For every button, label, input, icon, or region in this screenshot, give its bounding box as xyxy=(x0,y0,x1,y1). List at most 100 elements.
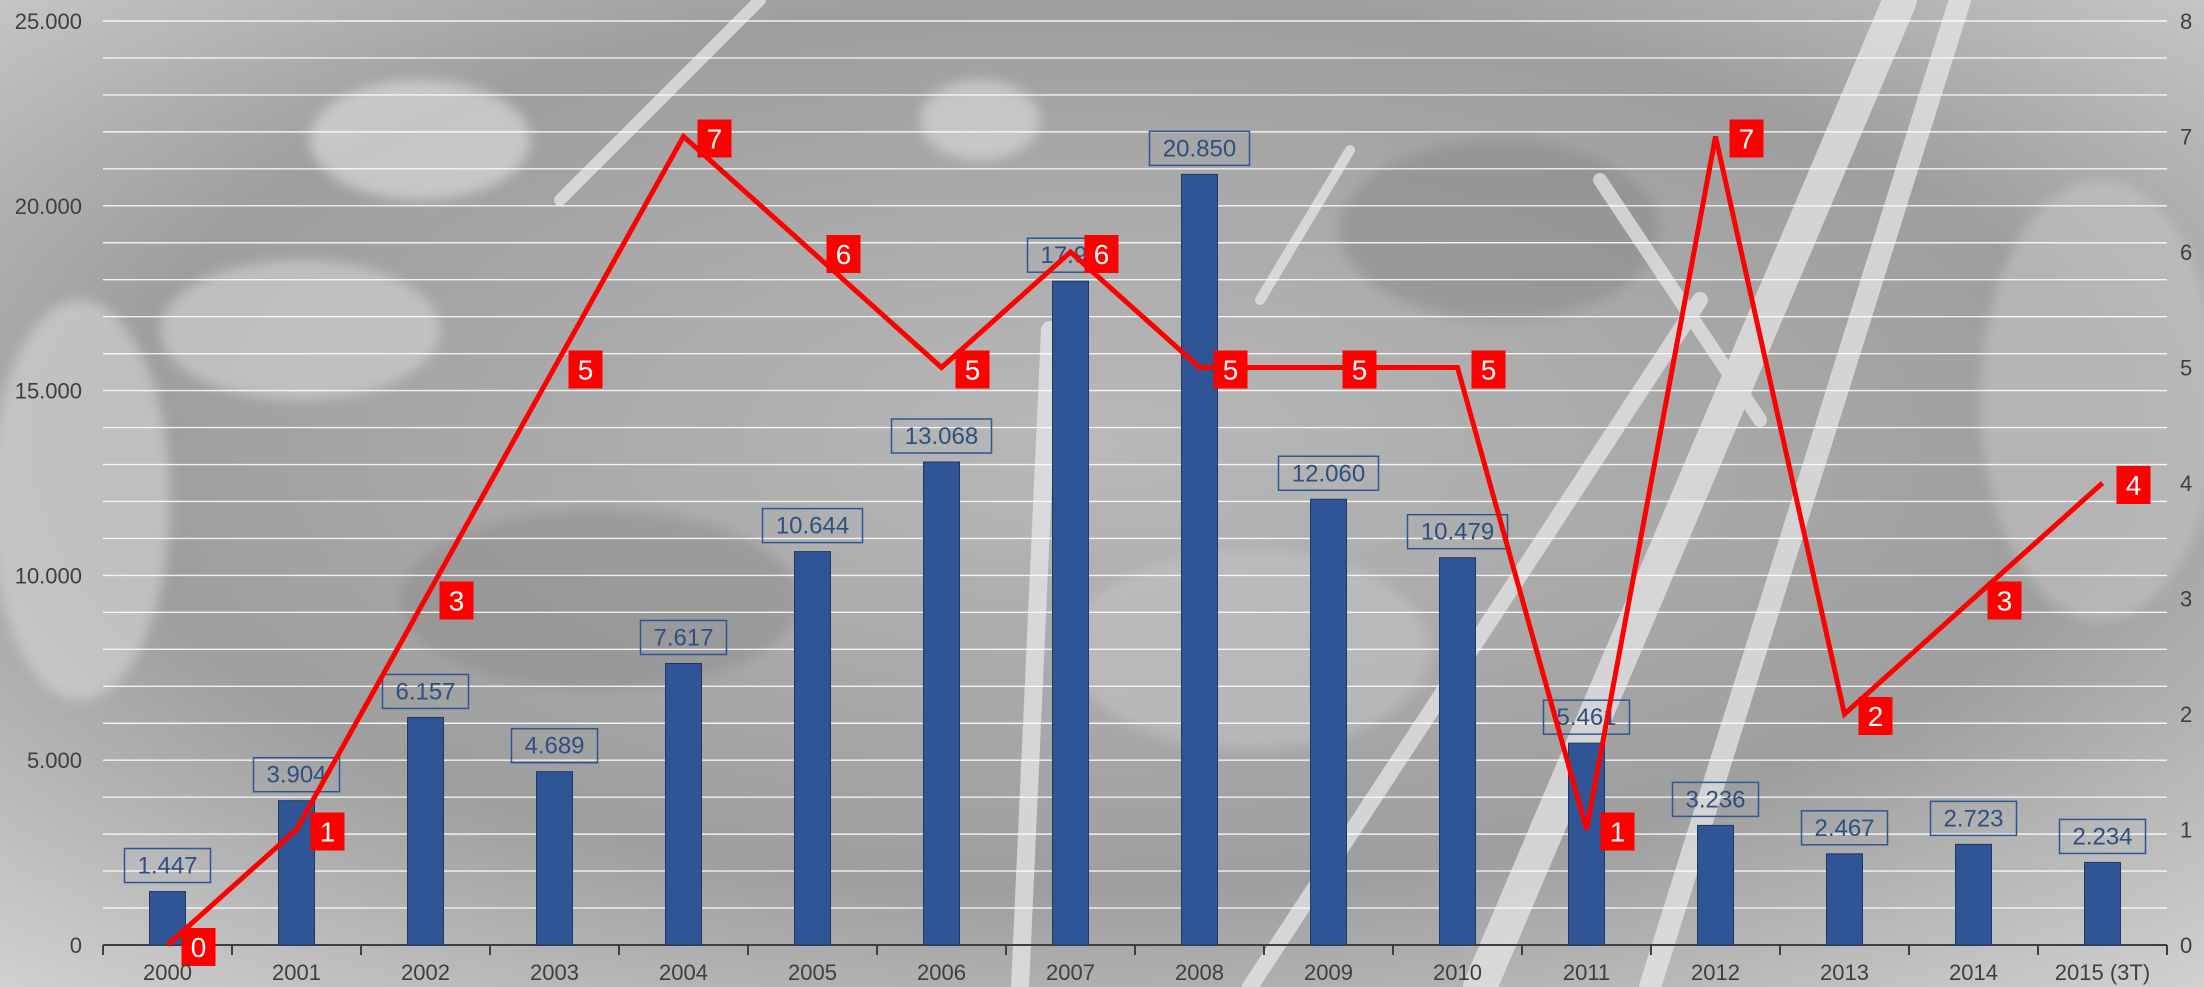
x-tick-label: 2003 xyxy=(530,960,579,985)
bar-label: 6.157 xyxy=(395,678,455,705)
x-tick-label: 2005 xyxy=(788,960,837,985)
bar-label: 1.447 xyxy=(137,853,197,880)
line-label-box xyxy=(1858,697,1893,735)
bar-label: 2.467 xyxy=(1814,815,1874,842)
y-right-tick-label: 0 xyxy=(2180,933,2192,958)
line-label: 6 xyxy=(836,239,852,270)
y-right-tick-label: 4 xyxy=(2180,471,2192,496)
bar-label-box xyxy=(123,847,212,884)
bar-2010 xyxy=(1439,557,1476,946)
bar-label-box xyxy=(252,756,341,793)
axes xyxy=(102,944,2168,955)
line-label-box xyxy=(568,350,603,389)
x-tick-label: 2015 (3T) xyxy=(2055,960,2150,985)
line-label-box xyxy=(2116,466,2151,504)
x-tick-label: 2010 xyxy=(1433,960,1482,985)
bar-label: 2.234 xyxy=(2072,823,2132,850)
bar-2002 xyxy=(407,716,444,946)
y-right-tick-label: 5 xyxy=(2180,356,2192,381)
line-label-box xyxy=(1600,812,1635,851)
y-right-tick-label: 1 xyxy=(2180,818,2192,843)
line-label-box xyxy=(439,581,474,620)
x-tick-label: 2001 xyxy=(272,960,321,985)
bar-label: 20.850 xyxy=(1163,135,1236,162)
line-label-box xyxy=(697,119,732,158)
bar-label: 13.068 xyxy=(905,423,978,450)
x-tick-label: 2012 xyxy=(1691,960,1740,985)
line-label: 5 xyxy=(1481,355,1497,386)
line-label-box xyxy=(1084,235,1119,273)
bar-label: 3.904 xyxy=(266,762,326,789)
y-right-tick-label: 3 xyxy=(2180,587,2192,612)
x-tick-label: 2000 xyxy=(143,960,192,985)
bar-label: 12.060 xyxy=(1292,460,1365,487)
bar-label-box xyxy=(761,507,864,544)
bar-label-box xyxy=(1542,699,1631,735)
line-label-box xyxy=(1729,119,1764,158)
line-label: 5 xyxy=(578,355,594,386)
bar-label-box xyxy=(890,418,993,454)
bar-2003 xyxy=(536,771,573,946)
line-label: 7 xyxy=(707,124,723,155)
bar-2006 xyxy=(923,461,960,946)
line-label: 5 xyxy=(1223,355,1239,386)
bar-2004 xyxy=(665,662,702,946)
x-tick-label: 2004 xyxy=(659,960,708,985)
bar-2015 (3T) xyxy=(2084,861,2121,946)
line-label-box xyxy=(955,350,990,389)
line-data-labels: 0 1 3 5 7 6 5 6 5 5 5 1 7 2 3 4 xyxy=(181,119,2151,966)
line-label-box xyxy=(1342,350,1377,389)
bar-label-box xyxy=(639,619,728,656)
line-label-box xyxy=(310,812,345,851)
bar-label-box xyxy=(1148,130,1251,167)
y-right-tick-label: 7 xyxy=(2180,125,2192,150)
line-label: 5 xyxy=(1352,355,1368,386)
bar-label-box xyxy=(2058,818,2147,855)
tick-labels: 0 5.000 10.000 15.000 20.000 25.000 0 1 2 3 4 5 6 7 8 2… xyxy=(15,9,2193,985)
x-tick-label: 2009 xyxy=(1304,960,1353,985)
bar-label: 10.479 xyxy=(1421,519,1494,546)
bar-2001 xyxy=(278,800,315,946)
line-label: 3 xyxy=(449,586,465,617)
y-left-tick-label: 15.000 xyxy=(15,379,82,404)
bar-label-box xyxy=(1800,810,1889,846)
line-label: 5 xyxy=(965,355,981,386)
bar-2007 xyxy=(1052,280,1089,946)
line-label: 2 xyxy=(1868,701,1884,732)
x-tick-label: 2013 xyxy=(1820,960,1869,985)
x-tick-label: 2006 xyxy=(917,960,966,985)
bar-2014 xyxy=(1955,843,1992,946)
bar-2013 xyxy=(1826,853,1863,946)
y-left-tick-label: 20.000 xyxy=(15,194,82,219)
bar-label: 10.644 xyxy=(776,513,849,540)
y-right-tick-label: 8 xyxy=(2180,9,2192,34)
gridlines xyxy=(103,20,2167,909)
line-label: 1 xyxy=(320,817,336,848)
x-tick-label: 2008 xyxy=(1175,960,1224,985)
line-label-box xyxy=(1471,350,1506,389)
line-label: 4 xyxy=(2126,470,2142,501)
bar-series xyxy=(149,173,2121,946)
bar-label: 7.617 xyxy=(653,624,713,651)
bar-label-box xyxy=(1671,781,1760,818)
bar-2012 xyxy=(1697,824,1734,946)
line-label: 6 xyxy=(1094,239,1110,270)
x-tick-label: 2007 xyxy=(1046,960,1095,985)
bar-label-box xyxy=(381,673,470,710)
line-label-box xyxy=(181,928,216,966)
line-label-box xyxy=(1213,350,1248,389)
bar-2009 xyxy=(1310,498,1347,946)
bar-label: 3.236 xyxy=(1685,786,1745,813)
x-tick-label: 2002 xyxy=(401,960,450,985)
y-left-tick-label: 0 xyxy=(70,933,82,958)
line-label: 3 xyxy=(1997,586,2013,617)
bar-label-box xyxy=(1929,800,2018,837)
line-label: 1 xyxy=(1610,817,1626,848)
line-label-box xyxy=(826,235,861,273)
x-tick-label: 2014 xyxy=(1949,960,1998,985)
y-right-tick-label: 2 xyxy=(2180,702,2192,727)
bar-2005 xyxy=(794,551,831,946)
